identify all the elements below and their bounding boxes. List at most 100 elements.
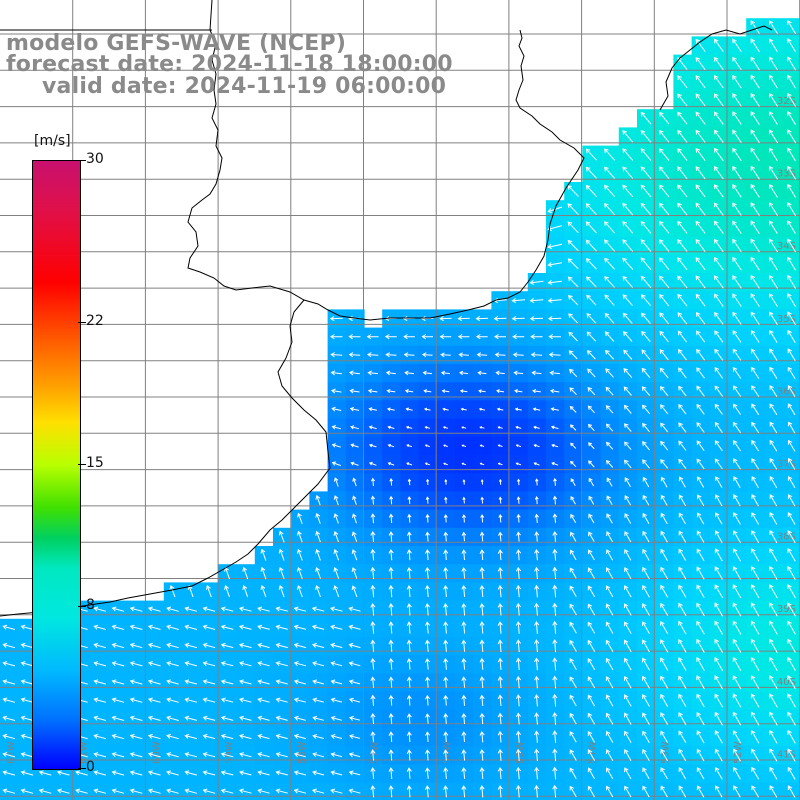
- wind-arrow: [403, 334, 415, 340]
- wind-arrow: [479, 531, 485, 542]
- wind-arrow: [333, 549, 340, 561]
- wind-arrows: [2, 20, 797, 798]
- wind-arrow: [461, 549, 467, 561]
- wind-arrow: [678, 566, 687, 580]
- lon-label: 58W: [297, 741, 308, 764]
- wind-arrow: [732, 38, 742, 52]
- wind-arrow: [478, 407, 486, 411]
- wind-arrow: [678, 638, 687, 653]
- wind-arrow: [713, 129, 724, 143]
- wind-arrow: [350, 425, 359, 430]
- wind-arrow: [750, 184, 760, 198]
- wind-arrow: [498, 513, 503, 523]
- wind-arrow: [93, 697, 107, 703]
- wind-arrow: [202, 770, 216, 776]
- wind-arrow: [515, 766, 521, 780]
- wind-arrow: [604, 166, 616, 179]
- wind-arrow: [494, 334, 507, 340]
- wind-arrow: [220, 679, 234, 685]
- wind-arrow: [242, 585, 249, 598]
- wind-arrow: [147, 752, 161, 758]
- wind-arrow: [623, 621, 632, 634]
- wind-arrow: [713, 38, 724, 52]
- wind-arrow: [641, 386, 651, 397]
- wind-arrow: [315, 494, 321, 506]
- wind-arrow: [713, 56, 724, 71]
- lon-label: 54W: [588, 741, 599, 764]
- wind-arrow: [714, 693, 724, 708]
- wind-arrow: [732, 111, 742, 125]
- wind-arrow: [787, 530, 796, 544]
- wind-arrow: [552, 548, 558, 561]
- wind-arrow: [312, 734, 324, 739]
- wind-arrow: [588, 442, 595, 450]
- wind-arrow: [424, 584, 430, 598]
- wind-arrow: [677, 148, 688, 161]
- wind-arrow: [642, 712, 650, 725]
- wind-arrow: [552, 712, 558, 725]
- wind-arrow: [238, 606, 252, 612]
- wind-arrow: [568, 294, 579, 306]
- wind-arrow: [696, 348, 706, 361]
- wind-arrow: [750, 74, 760, 89]
- wind-arrow: [587, 676, 596, 689]
- wind-arrow: [407, 478, 412, 486]
- wind-arrow: [388, 694, 394, 706]
- wind-arrow: [443, 713, 449, 724]
- wind-arrow: [787, 111, 797, 125]
- wind-arrow: [695, 275, 706, 289]
- wind-arrow: [769, 421, 778, 434]
- wind-arrow: [769, 620, 778, 635]
- wind-arrow: [352, 477, 357, 487]
- lat-label: 41S: [777, 749, 796, 760]
- wind-arrow: [624, 567, 632, 579]
- wind-arrow: [406, 676, 412, 688]
- wind-arrow: [534, 748, 540, 762]
- wind-arrow: [677, 239, 688, 252]
- wind-arrow: [384, 334, 397, 340]
- wind-arrow: [769, 693, 778, 708]
- wind-arrow: [534, 566, 540, 579]
- wind-arrow: [769, 584, 778, 599]
- wind-arrow: [331, 425, 342, 430]
- wind-arrow: [787, 675, 796, 690]
- wind-arrow: [367, 370, 378, 376]
- wind-arrow: [569, 639, 577, 652]
- wind-arrow: [2, 697, 16, 703]
- wind-arrow: [732, 693, 742, 708]
- wind-arrow: [769, 403, 778, 416]
- wind-arrow: [570, 531, 577, 542]
- wind-arrow: [642, 548, 650, 561]
- colorbar-tick-mark: [78, 160, 86, 161]
- wind-arrow: [111, 642, 125, 649]
- wind-arrow: [787, 129, 797, 144]
- wind-arrow: [750, 220, 760, 235]
- wind-arrow: [479, 639, 485, 652]
- wind-arrow: [678, 675, 687, 689]
- wind-arrow: [93, 733, 107, 740]
- wind-arrow: [624, 513, 632, 524]
- lat-label: 35S: [777, 314, 796, 325]
- wind-arrow: [642, 730, 650, 743]
- wind-arrow: [787, 165, 797, 180]
- wind-arrow: [476, 352, 488, 358]
- wind-arrow: [659, 111, 670, 125]
- wind-arrow: [239, 679, 252, 685]
- wind-arrow: [129, 770, 143, 776]
- wind-arrow: [569, 658, 577, 670]
- wind-arrow: [659, 184, 670, 198]
- wind-arrow: [678, 712, 687, 726]
- wind-arrow: [129, 679, 143, 685]
- wind-arrow: [732, 584, 742, 599]
- wind-arrow: [605, 460, 614, 468]
- wind-arrow: [769, 494, 778, 507]
- wind-arrow: [406, 621, 412, 634]
- wind-arrow: [640, 148, 652, 161]
- wind-arrow: [751, 366, 760, 379]
- wind-arrow: [129, 715, 143, 721]
- wind-arrow: [642, 603, 650, 616]
- wind-arrow: [315, 567, 321, 579]
- wind-arrow: [750, 620, 760, 635]
- wind-arrow: [659, 220, 670, 234]
- forecast-date: forecast date: 2024-11-18 18:00:00: [6, 52, 453, 77]
